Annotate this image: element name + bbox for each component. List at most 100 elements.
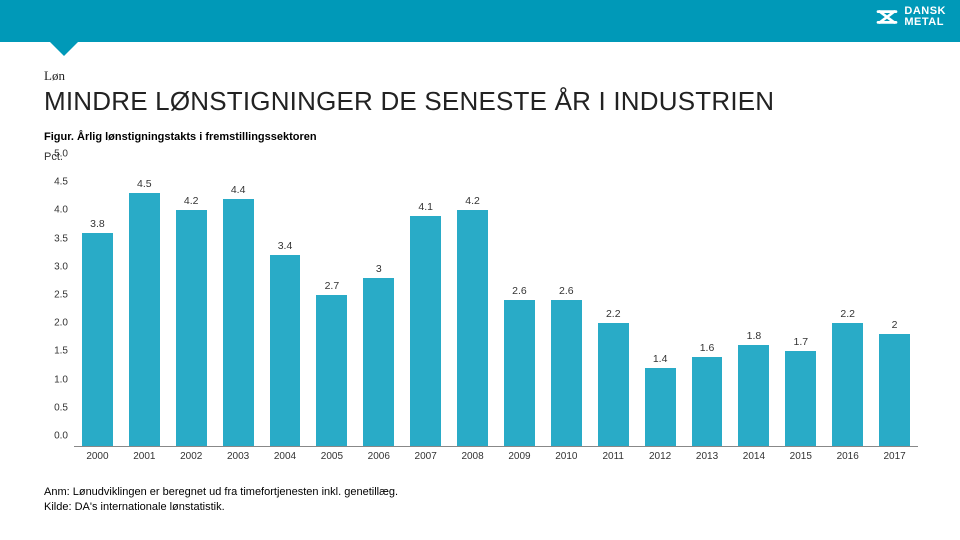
- bar-value-label: 2.2: [606, 308, 621, 320]
- x-tick-label: 2011: [590, 447, 637, 467]
- bar-value-label: 3: [376, 263, 382, 275]
- bar: [598, 323, 629, 447]
- bar-slot: 2: [871, 165, 918, 447]
- brand-icon: [876, 8, 898, 26]
- bar-slot: 1.4: [637, 165, 684, 447]
- y-tick: 0.5: [54, 402, 68, 413]
- bar-value-label: 1.6: [700, 342, 715, 354]
- bar: [785, 351, 816, 447]
- bar-slot: 2.7: [308, 165, 355, 447]
- bar: [223, 199, 254, 447]
- bar-value-label: 2.6: [559, 285, 574, 297]
- y-tick: 2.5: [54, 290, 68, 301]
- bar-value-label: 2.2: [840, 308, 855, 320]
- bar: [832, 323, 863, 447]
- bar: [504, 300, 535, 447]
- y-tick: 3.5: [54, 233, 68, 244]
- footnotes: Anm: Lønudviklingen er beregnet ud fra t…: [44, 485, 916, 516]
- brand-logo: DANSK METAL: [876, 6, 946, 28]
- x-tick-label: 2005: [308, 447, 355, 467]
- bars-container: 3.8 4.5 4.2 4.4 3.4 2.7 3 4.1 4.2 2.6 2.6 2.2 1.4 1.6…: [74, 165, 918, 447]
- bar: [551, 300, 582, 447]
- bar-slot: 4.4: [215, 165, 262, 447]
- bar: [176, 210, 207, 447]
- bar-value-label: 4.1: [418, 201, 433, 213]
- bar-slot: 2.6: [496, 165, 543, 447]
- bar-slot: 1.7: [777, 165, 824, 447]
- bar: [879, 334, 910, 447]
- bar-slot: 4.2: [449, 165, 496, 447]
- bar: [129, 193, 160, 447]
- top-bar: DANSK METAL: [0, 0, 960, 42]
- page-title: MINDRE LØNSTIGNINGER DE SENESTE ÅR I IND…: [44, 86, 916, 117]
- bar-value-label: 3.4: [278, 240, 293, 252]
- bar: [270, 255, 301, 447]
- bar-value-label: 4.2: [465, 195, 480, 207]
- bar-value-label: 2.7: [325, 280, 340, 292]
- x-tick-label: 2008: [449, 447, 496, 467]
- bar: [738, 345, 769, 447]
- section-label: Løn: [44, 68, 916, 84]
- x-tick-label: 2000: [74, 447, 121, 467]
- x-tick-label: 2012: [637, 447, 684, 467]
- bar-value-label: 2: [892, 319, 898, 331]
- bar-slot: 3.8: [74, 165, 121, 447]
- bar-slot: 4.2: [168, 165, 215, 447]
- bar-value-label: 2.6: [512, 285, 527, 297]
- bar-slot: 2.6: [543, 165, 590, 447]
- header-notch: [50, 42, 78, 56]
- y-tick: 4.5: [54, 177, 68, 188]
- x-tick-label: 2015: [777, 447, 824, 467]
- bar-value-label: 1.7: [794, 336, 809, 348]
- bar: [410, 216, 441, 447]
- y-axis-label: Pct.: [44, 151, 916, 163]
- x-tick-label: 2006: [355, 447, 402, 467]
- x-tick-label: 2003: [215, 447, 262, 467]
- y-tick: 1.5: [54, 346, 68, 357]
- x-tick-label: 2002: [168, 447, 215, 467]
- bar: [82, 233, 113, 447]
- y-tick: 0.0: [54, 431, 68, 442]
- bar: [316, 295, 347, 447]
- bar-value-label: 4.4: [231, 184, 246, 196]
- bar-slot: 4.5: [121, 165, 168, 447]
- x-tick-label: 2007: [402, 447, 449, 467]
- x-tick-label: 2017: [871, 447, 918, 467]
- x-tick-label: 2001: [121, 447, 168, 467]
- bar-slot: 2.2: [590, 165, 637, 447]
- bar-value-label: 1.8: [747, 330, 762, 342]
- bar-slot: 2.2: [824, 165, 871, 447]
- x-tick-label: 2014: [730, 447, 777, 467]
- bar-slot: 3.4: [262, 165, 309, 447]
- x-labels: 2000200120022003200420052006200720082009…: [74, 447, 918, 467]
- bar: [363, 278, 394, 447]
- chart: 0.00.51.01.52.02.53.03.54.04.55.0 3.84.5…: [44, 165, 918, 467]
- y-tick: 3.0: [54, 261, 68, 272]
- bar: [645, 368, 676, 447]
- bar-slot: 1.8: [730, 165, 777, 447]
- content-area: Løn MINDRE LØNSTIGNINGER DE SENESTE ÅR I…: [0, 42, 960, 516]
- y-tick: 4.0: [54, 205, 68, 216]
- bar-slot: 1.6: [684, 165, 731, 447]
- brand-line2: METAL: [904, 17, 946, 28]
- y-tick: 1.0: [54, 374, 68, 385]
- y-ticks: 0.00.51.01.52.02.53.03.54.04.55.0: [44, 165, 74, 447]
- bar-value-label: 1.4: [653, 353, 668, 365]
- bar-slot: 3: [355, 165, 402, 447]
- x-tick-label: 2010: [543, 447, 590, 467]
- footnote-kilde: Kilde: DA's internationale lønstatistik.: [44, 500, 916, 515]
- bar-slot: 4.1: [402, 165, 449, 447]
- chart-subtitle: Figur. Årlig lønstigningstakts i fremsti…: [44, 131, 916, 143]
- bar-value-label: 4.5: [137, 178, 152, 190]
- x-tick-label: 2009: [496, 447, 543, 467]
- x-tick-label: 2004: [262, 447, 309, 467]
- bar: [692, 357, 723, 447]
- y-tick: 2.0: [54, 318, 68, 329]
- bar-value-label: 3.8: [90, 218, 105, 230]
- bar-value-label: 4.2: [184, 195, 199, 207]
- y-tick: 5.0: [54, 149, 68, 160]
- bar: [457, 210, 488, 447]
- x-tick-label: 2016: [824, 447, 871, 467]
- footnote-anm: Anm: Lønudviklingen er beregnet ud fra t…: [44, 485, 916, 500]
- plot-area: 3.8 4.5 4.2 4.4 3.4 2.7 3 4.1 4.2 2.6 2.6 2.2 1.4 1.6…: [74, 165, 918, 447]
